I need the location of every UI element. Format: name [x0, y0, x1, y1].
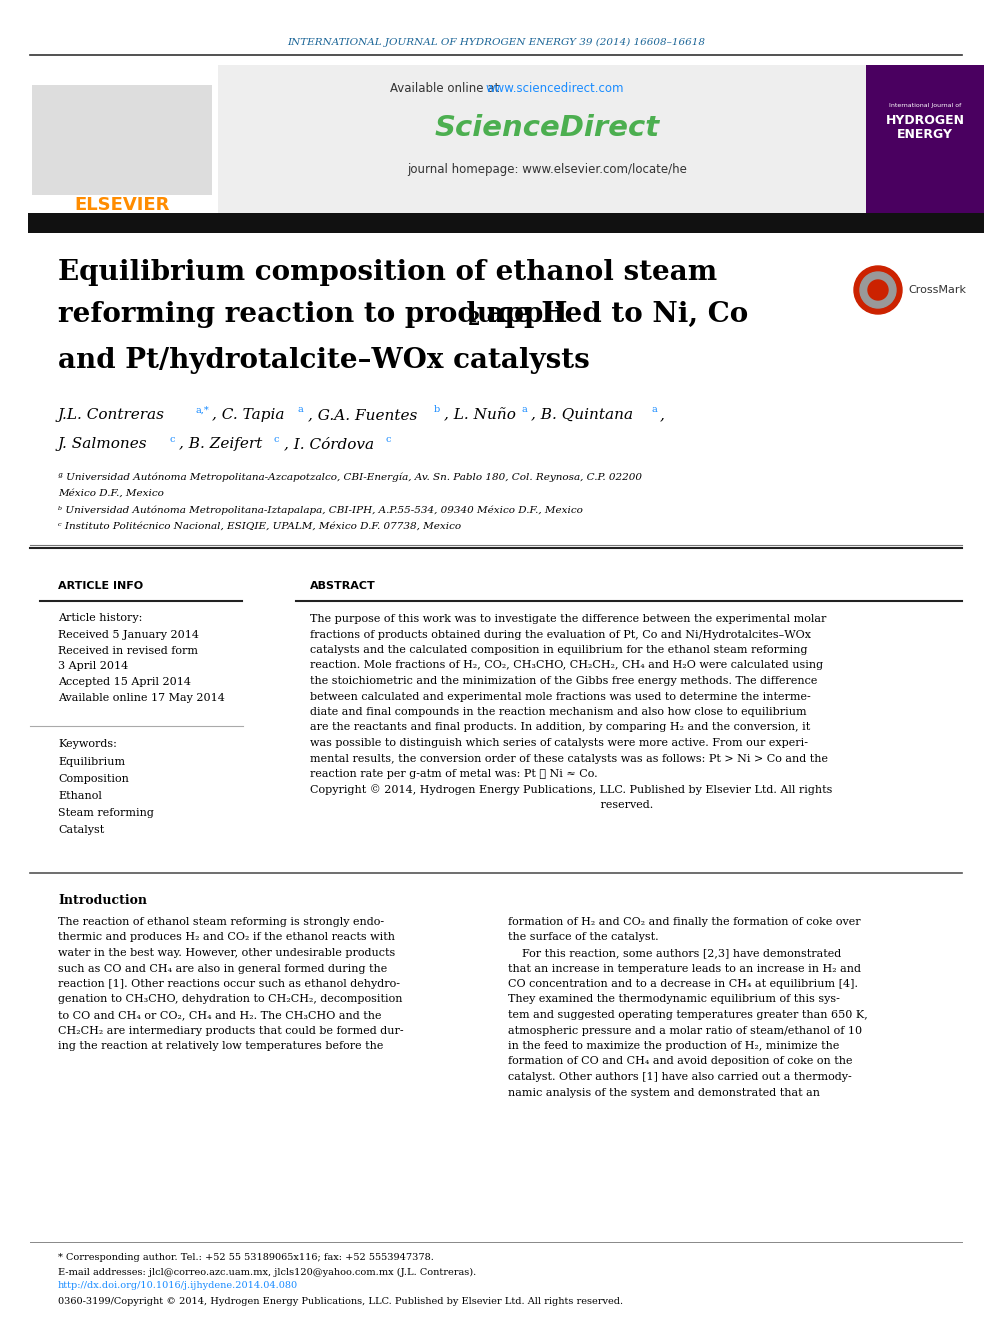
- Text: to CO and CH₄ or CO₂, CH₄ and H₂. The CH₃CHO and the: to CO and CH₄ or CO₂, CH₄ and H₂. The CH…: [58, 1009, 382, 1020]
- Text: atmospheric pressure and a molar ratio of steam/ethanol of 10: atmospheric pressure and a molar ratio o…: [508, 1025, 862, 1036]
- Text: ᶜ Instituto Politécnico Nacional, ESIQIE, UPALM, México D.F. 07738, Mexico: ᶜ Instituto Politécnico Nacional, ESIQIE…: [58, 521, 461, 531]
- Text: 0360-3199/Copyright © 2014, Hydrogen Energy Publications, LLC. Published by Else: 0360-3199/Copyright © 2014, Hydrogen Ene…: [58, 1298, 623, 1307]
- Text: Received 5 January 2014: Received 5 January 2014: [58, 630, 199, 640]
- Text: reaction rate per g-atm of metal was: Pt ≫ Ni ≈ Co.: reaction rate per g-atm of metal was: Pt…: [310, 769, 597, 779]
- Text: ARTICLE INFO: ARTICLE INFO: [58, 581, 143, 591]
- Text: , B. Quintana: , B. Quintana: [531, 407, 633, 422]
- Text: 3 April 2014: 3 April 2014: [58, 662, 128, 671]
- Circle shape: [868, 280, 888, 300]
- Text: the surface of the catalyst.: the surface of the catalyst.: [508, 933, 659, 942]
- Text: The reaction of ethanol steam reforming is strongly endo-: The reaction of ethanol steam reforming …: [58, 917, 384, 927]
- Text: catalysts and the calculated composition in equilibrium for the ethanol steam re: catalysts and the calculated composition…: [310, 646, 807, 655]
- Text: ᵇ Universidad Autónoma Metropolitana-Iztapalapa, CBI-IPH, A.P.55-534, 09340 Méxi: ᵇ Universidad Autónoma Metropolitana-Izt…: [58, 505, 583, 515]
- Text: Equilibrium composition of ethanol steam: Equilibrium composition of ethanol steam: [58, 258, 717, 286]
- Text: , I. Córdova: , I. Córdova: [284, 437, 374, 451]
- Text: www.sciencedirect.com: www.sciencedirect.com: [485, 82, 624, 94]
- Text: CrossMark: CrossMark: [908, 284, 966, 295]
- Text: Received in revised form: Received in revised form: [58, 646, 198, 656]
- Text: ENERGY: ENERGY: [897, 128, 953, 142]
- Text: Catalyst: Catalyst: [58, 826, 104, 835]
- Text: Ethanol: Ethanol: [58, 791, 102, 800]
- Text: ª Universidad Autónoma Metropolitana-Azcapotzalco, CBI-Energía, Av. Sn. Pablo 18: ª Universidad Autónoma Metropolitana-Azc…: [58, 472, 642, 482]
- Text: namic analysis of the system and demonstrated that an: namic analysis of the system and demonst…: [508, 1088, 820, 1098]
- Text: water in the best way. However, other undesirable products: water in the best way. However, other un…: [58, 949, 395, 958]
- Text: reforming reaction to produce H: reforming reaction to produce H: [58, 302, 567, 328]
- Text: J. Salmones: J. Salmones: [58, 437, 148, 451]
- Text: mental results, the conversion order of these catalysts was as follows: Pt > Ni : mental results, the conversion order of …: [310, 754, 828, 763]
- Text: formation of CO and CH₄ and avoid deposition of coke on the: formation of CO and CH₄ and avoid deposi…: [508, 1057, 852, 1066]
- Text: such as CO and CH₄ are also in general formed during the: such as CO and CH₄ are also in general f…: [58, 963, 387, 974]
- Text: b: b: [434, 406, 440, 414]
- Text: Accepted 15 April 2014: Accepted 15 April 2014: [58, 677, 191, 687]
- Text: , B. Zeifert: , B. Zeifert: [179, 437, 262, 451]
- Text: Keywords:: Keywords:: [58, 740, 117, 749]
- Text: They examined the thermodynamic equilibrium of this sys-: They examined the thermodynamic equilibr…: [508, 995, 840, 1004]
- Text: Introduction: Introduction: [58, 893, 147, 906]
- Bar: [28, 65, 866, 216]
- Text: INTERNATIONAL JOURNAL OF HYDROGEN ENERGY 39 (2014) 16608–16618: INTERNATIONAL JOURNAL OF HYDROGEN ENERGY…: [287, 37, 705, 46]
- Text: formation of H₂ and CO₂ and finally the formation of coke over: formation of H₂ and CO₂ and finally the …: [508, 917, 861, 927]
- Bar: [32, 85, 212, 194]
- Circle shape: [860, 273, 896, 308]
- Text: ScienceDirect: ScienceDirect: [434, 114, 660, 142]
- Text: ELSEVIER: ELSEVIER: [74, 196, 170, 214]
- Text: Article history:: Article history:: [58, 613, 143, 623]
- Text: thermic and produces H₂ and CO₂ if the ethanol reacts with: thermic and produces H₂ and CO₂ if the e…: [58, 933, 395, 942]
- Text: HYDROGEN: HYDROGEN: [886, 114, 964, 127]
- Text: * Corresponding author. Tel.: +52 55 53189065x116; fax: +52 5553947378.: * Corresponding author. Tel.: +52 55 531…: [58, 1253, 434, 1262]
- Text: E-mail addresses: jlcl@correo.azc.uam.mx, jlcls120@yahoo.com.mx (J.L. Contreras): E-mail addresses: jlcl@correo.azc.uam.mx…: [58, 1267, 476, 1277]
- Text: Equilibrium: Equilibrium: [58, 757, 125, 767]
- Text: between calculated and experimental mole fractions was used to determine the int: between calculated and experimental mole…: [310, 692, 810, 701]
- Text: Composition: Composition: [58, 774, 129, 785]
- Text: tem and suggested operating temperatures greater than 650 K,: tem and suggested operating temperatures…: [508, 1009, 868, 1020]
- Text: Available online at: Available online at: [390, 82, 503, 94]
- Text: Available online 17 May 2014: Available online 17 May 2014: [58, 693, 225, 703]
- Text: , C. Tapia: , C. Tapia: [212, 407, 285, 422]
- Text: http://dx.doi.org/10.1016/j.ijhydene.2014.04.080: http://dx.doi.org/10.1016/j.ijhydene.201…: [58, 1282, 299, 1290]
- Text: a: a: [298, 406, 304, 414]
- Text: reaction. Mole fractions of H₂, CO₂, CH₃CHO, CH₂CH₂, CH₄ and H₂O were calculated: reaction. Mole fractions of H₂, CO₂, CH₃…: [310, 660, 823, 671]
- Text: journal homepage: www.elsevier.com/locate/he: journal homepage: www.elsevier.com/locat…: [407, 164, 686, 176]
- Text: c: c: [274, 434, 280, 443]
- Text: a,*: a,*: [196, 406, 209, 414]
- Text: The purpose of this work was to investigate the difference between the experimen: The purpose of this work was to investig…: [310, 614, 826, 624]
- Bar: [866, 65, 984, 216]
- Text: c: c: [169, 434, 175, 443]
- Text: diate and final compounds in the reaction mechanism and also how close to equili: diate and final compounds in the reactio…: [310, 706, 806, 717]
- Text: applied to Ni, Co: applied to Ni, Co: [477, 302, 748, 328]
- Text: c: c: [385, 434, 391, 443]
- Text: Steam reforming: Steam reforming: [58, 808, 154, 818]
- Bar: [28, 213, 984, 233]
- Text: For this reaction, some authors [2,3] have demonstrated: For this reaction, some authors [2,3] ha…: [508, 949, 841, 958]
- Text: the stoichiometric and the minimization of the Gibbs free energy methods. The di: the stoichiometric and the minimization …: [310, 676, 817, 687]
- Text: CO concentration and to a decrease in CH₄ at equilibrium [4].: CO concentration and to a decrease in CH…: [508, 979, 858, 990]
- Text: , L. Nuño: , L. Nuño: [444, 407, 516, 422]
- Text: catalyst. Other authors [1] have also carried out a thermody-: catalyst. Other authors [1] have also ca…: [508, 1072, 852, 1082]
- Text: was possible to distinguish which series of catalysts were more active. From our: was possible to distinguish which series…: [310, 738, 808, 747]
- Text: J.L. Contreras: J.L. Contreras: [58, 407, 165, 422]
- Text: that an increase in temperature leads to an increase in H₂ and: that an increase in temperature leads to…: [508, 963, 861, 974]
- Text: , G.A. Fuentes: , G.A. Fuentes: [308, 407, 418, 422]
- Text: 2: 2: [468, 311, 480, 329]
- Text: ,: ,: [660, 407, 665, 422]
- Text: reaction [1]. Other reactions occur such as ethanol dehydro-: reaction [1]. Other reactions occur such…: [58, 979, 400, 990]
- Text: Copyright © 2014, Hydrogen Energy Publications, LLC. Published by Elsevier Ltd. : Copyright © 2014, Hydrogen Energy Public…: [310, 785, 832, 795]
- Text: CH₂CH₂ are intermediary products that could be formed dur-: CH₂CH₂ are intermediary products that co…: [58, 1025, 404, 1036]
- Text: ABSTRACT: ABSTRACT: [310, 581, 376, 591]
- Text: are the reactants and final products. In addition, by comparing H₂ and the conve: are the reactants and final products. In…: [310, 722, 810, 733]
- Bar: [28, 65, 218, 216]
- Text: a: a: [651, 406, 657, 414]
- Text: México D.F., Mexico: México D.F., Mexico: [58, 488, 164, 497]
- Text: in the feed to maximize the production of H₂, minimize the: in the feed to maximize the production o…: [508, 1041, 839, 1050]
- Text: genation to CH₃CHO, dehydration to CH₂CH₂, decomposition: genation to CH₃CHO, dehydration to CH₂CH…: [58, 995, 403, 1004]
- Text: ing the reaction at relatively low temperatures before the: ing the reaction at relatively low tempe…: [58, 1041, 383, 1050]
- Text: International Journal of: International Journal of: [889, 102, 961, 107]
- Text: a: a: [521, 406, 527, 414]
- Text: reserved.: reserved.: [310, 800, 654, 810]
- Text: fractions of products obtained during the evaluation of Pt, Co and Ni/Hydrotalci: fractions of products obtained during th…: [310, 630, 811, 639]
- Text: and Pt/hydrotalcite–WOx catalysts: and Pt/hydrotalcite–WOx catalysts: [58, 347, 590, 373]
- Circle shape: [854, 266, 902, 314]
